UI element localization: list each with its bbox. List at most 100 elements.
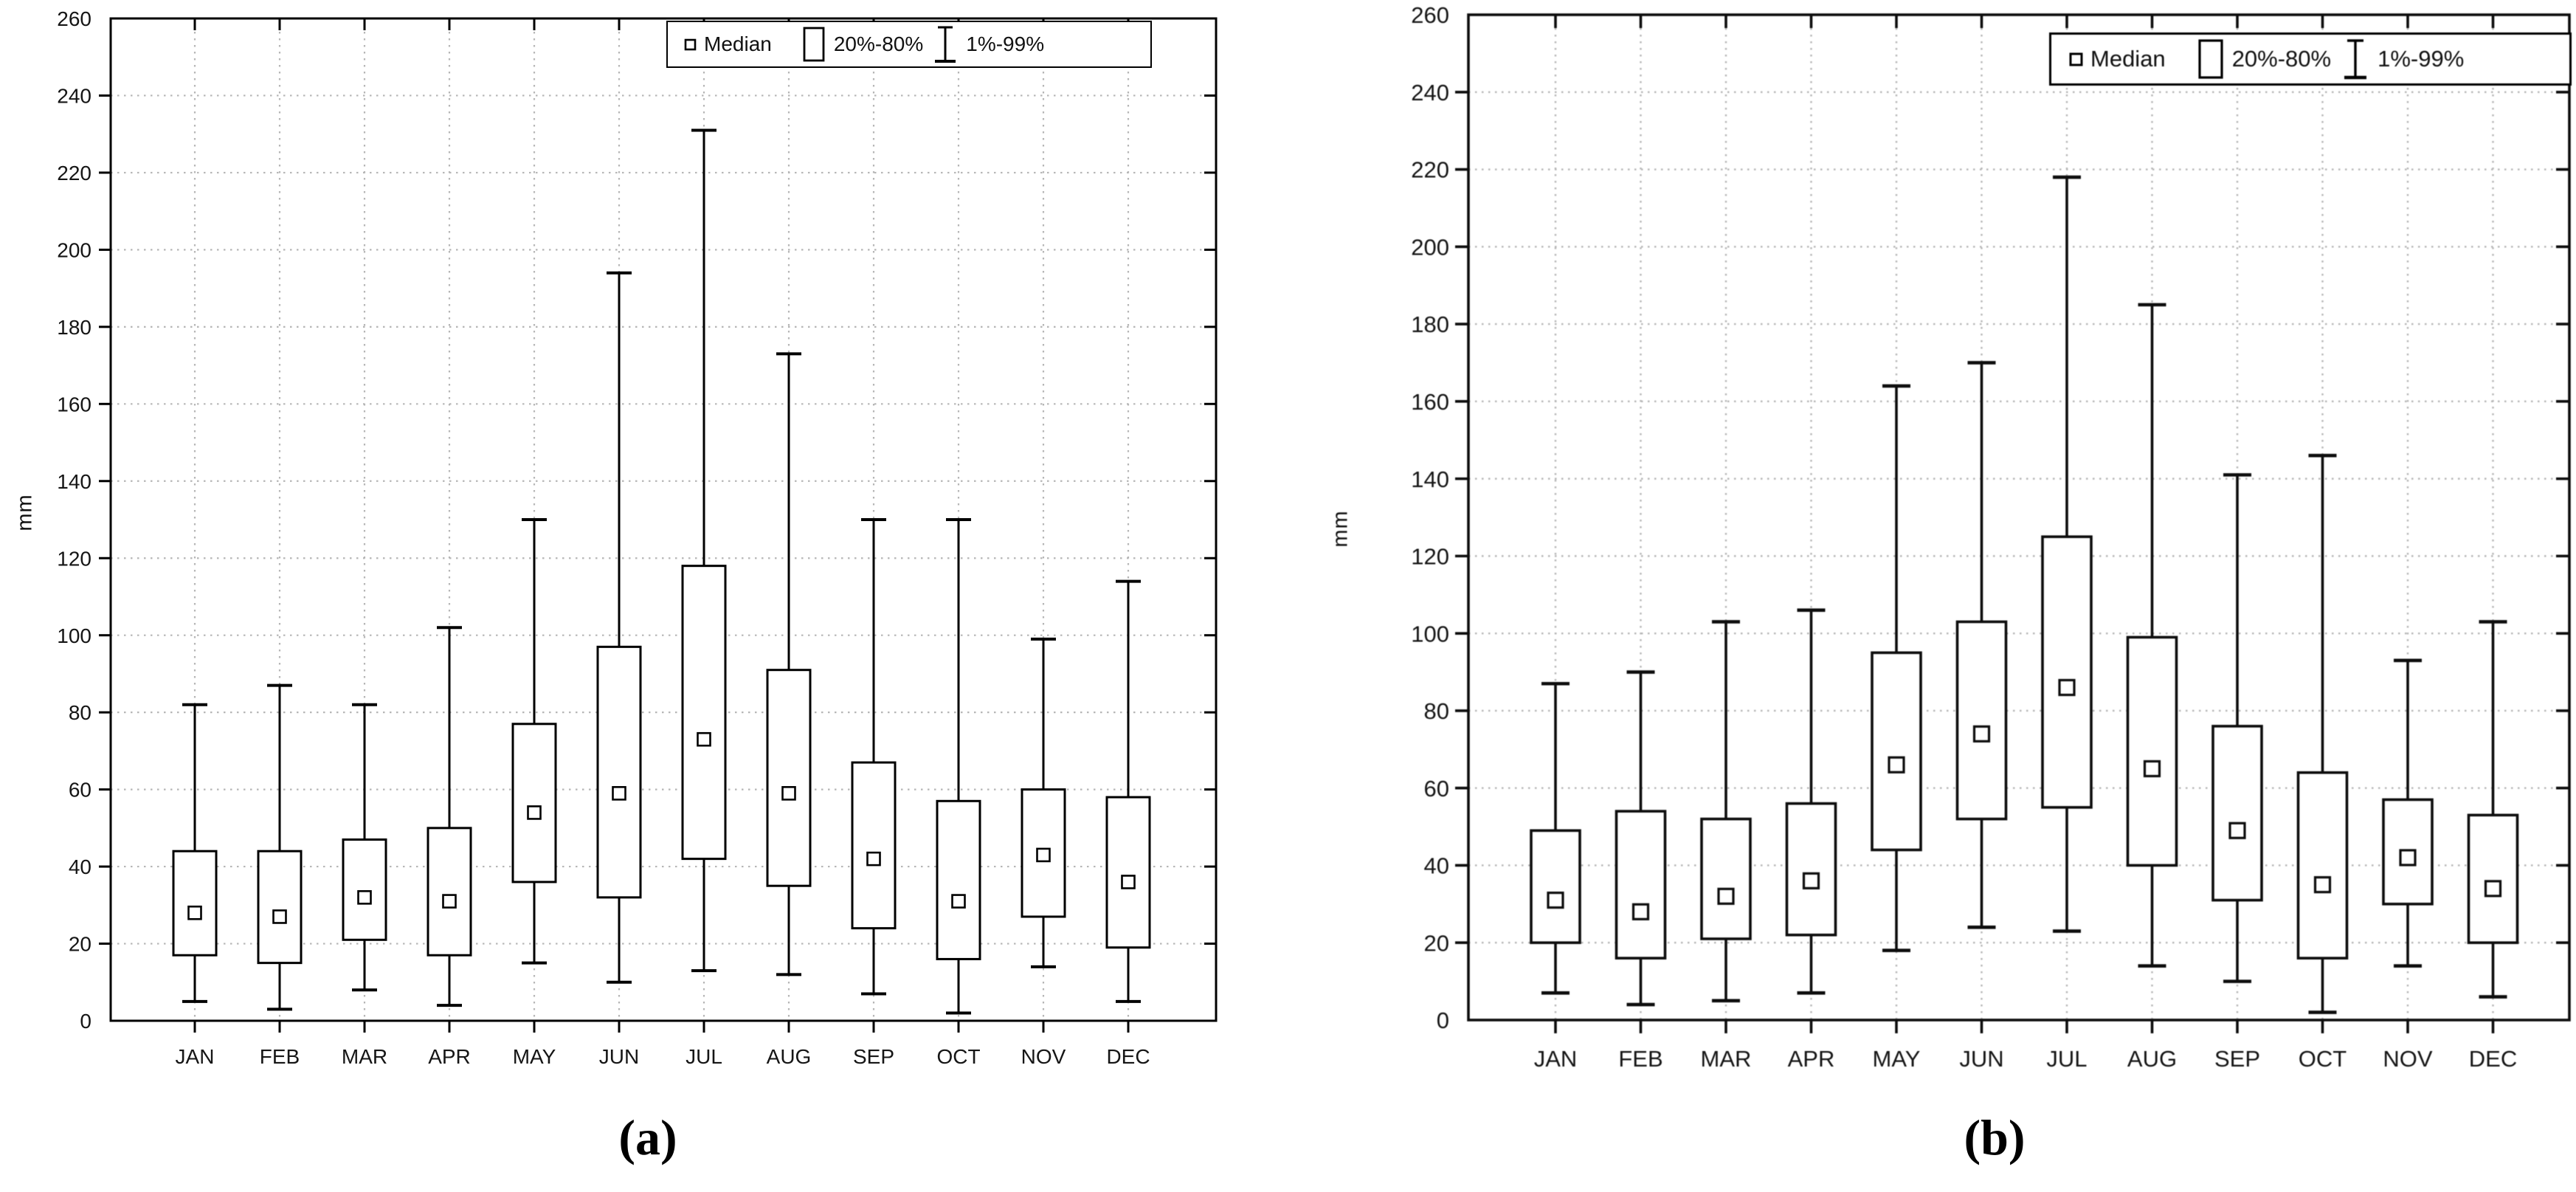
x-tick-label: DEC [1106,1045,1150,1068]
median-marker [1121,875,1136,889]
median-marker [1802,872,1820,890]
y-tick-label: 140 [57,470,91,493]
median-marker [866,851,881,867]
legend-item-box: 20%-80% [2197,38,2331,80]
box-20-80 [172,850,218,957]
boxplot-JUL [681,128,727,973]
boxplot-MAR [1700,620,1752,1003]
median-marker [1036,847,1051,863]
box-20-80 [2296,771,2349,960]
box-20-80 [1615,810,1667,960]
whisker-range-icon [935,26,956,63]
boxplot-SEP [2211,473,2263,983]
boxplot-DEC [2467,620,2519,999]
boxplot-FEB [1615,670,1667,1007]
median-marker [1547,892,1564,909]
boxplot-JAN [1530,681,1581,995]
boxplot-APR [1785,608,1837,995]
y-tick-label: 60 [69,779,91,802]
box-20-80 [2467,813,2519,945]
median-marker [272,909,287,924]
x-tick-label: AUG [2127,1046,2177,1072]
boxplot-FEB [257,683,303,1011]
panel-a: 0 20 40 60 80 100 120 140 160 180 200 220 240 260 JAN F… [13,7,1218,1165]
caption-a: (a) [618,1109,677,1165]
y-tick-label: 0 [80,1010,91,1033]
y-tick-label: 120 [57,547,91,570]
axis-ticks [1455,15,2569,1033]
x-tick-label: DEC [2469,1046,2517,1072]
median-marker [527,805,542,820]
median-marker [1717,887,1735,905]
y-tick-label: 40 [69,855,91,878]
box-20-80 [2041,535,2093,809]
x-tick-label: NOV [2383,1046,2433,1072]
boxplot-DEC [1105,579,1151,1003]
boxplot-NOV [1021,637,1066,968]
x-tick-label: AUG [767,1045,812,1068]
x-tick-label: SEP [853,1045,894,1068]
y-tick-label: 80 [69,701,91,724]
boxplot-AUG [766,352,812,976]
y-tick-label: 20 [1424,930,1449,956]
y-tick-label: 200 [1411,234,1449,260]
x-tick-label: JUN [1959,1046,2003,1072]
median-marker [1631,903,1650,920]
median-marker [2143,759,2161,778]
legend-label-median: Median [704,32,772,55]
median-marker [2228,821,2246,839]
x-tick-label: JUL [686,1045,722,1068]
x-tick-label: NOV [1021,1045,1066,1068]
box-20-80 [1785,802,1837,937]
box-20-80 [681,565,727,861]
boxplot-chart-a: 0 20 40 60 80 100 120 140 160 180 200 220 240 260 JAN F… [57,7,1218,1068]
boxplot-JUN [596,271,642,984]
legend-label-median: Median [2090,46,2166,72]
box-20-80 [851,761,897,930]
boxplot-NOV [2382,658,2434,968]
median-marker [781,786,796,801]
box-range-icon [803,27,825,62]
median-marker [2399,849,2417,867]
boxplot-MAY [511,518,557,965]
x-tick-label: MAR [1701,1046,1752,1072]
y-tick-label: 0 [1437,1007,1449,1033]
box-20-80 [936,799,981,960]
median-marker [187,905,202,920]
x-tick-label: FEB [260,1045,300,1068]
y-tick-label: 240 [57,85,91,108]
legend-label-whisker: 1%-99% [966,32,1045,55]
box-20-80 [1105,796,1151,949]
x-tick-label: JUL [2046,1046,2087,1072]
legend-item-median: Median [684,32,772,56]
box-20-80 [2211,725,2263,902]
box-20-80 [596,645,642,899]
median-marker [442,894,457,909]
legend-label-box: 20%-80% [833,32,924,55]
median-marker [951,894,966,909]
boxplot-AUG [2126,303,2178,968]
y-tick-label: 60 [1424,776,1449,802]
y-axis-labels: 0 20 40 60 80 100 120 140 160 180 200 220 240 260 [1411,2,1449,1033]
plot-frame [1467,13,2571,1022]
x-tick-label: APR [1788,1046,1835,1072]
box-20-80 [257,850,303,965]
median-marker-icon [684,38,697,50]
x-tick-label: FEB [1618,1046,1662,1072]
legend-a: Median 20%-80% 1%-99% [666,21,1152,68]
y-tick-label: 180 [57,316,91,339]
x-tick-label: JAN [176,1045,215,1068]
y-tick-label: 260 [1411,2,1449,28]
median-marker [1972,725,1991,743]
boxplot-JUL [2041,175,2093,933]
plot-frame [109,17,1218,1022]
box-20-80 [766,669,812,887]
x-tick-label: MAR [342,1045,387,1068]
y-tick-label: 40 [1424,853,1449,879]
box-20-80 [1530,829,1581,945]
y-tick-label: 220 [1411,157,1449,183]
boxplot-SEP [851,518,897,996]
median-marker [612,786,626,801]
x-tick-label: APR [428,1045,471,1068]
median-marker [2058,678,2076,697]
